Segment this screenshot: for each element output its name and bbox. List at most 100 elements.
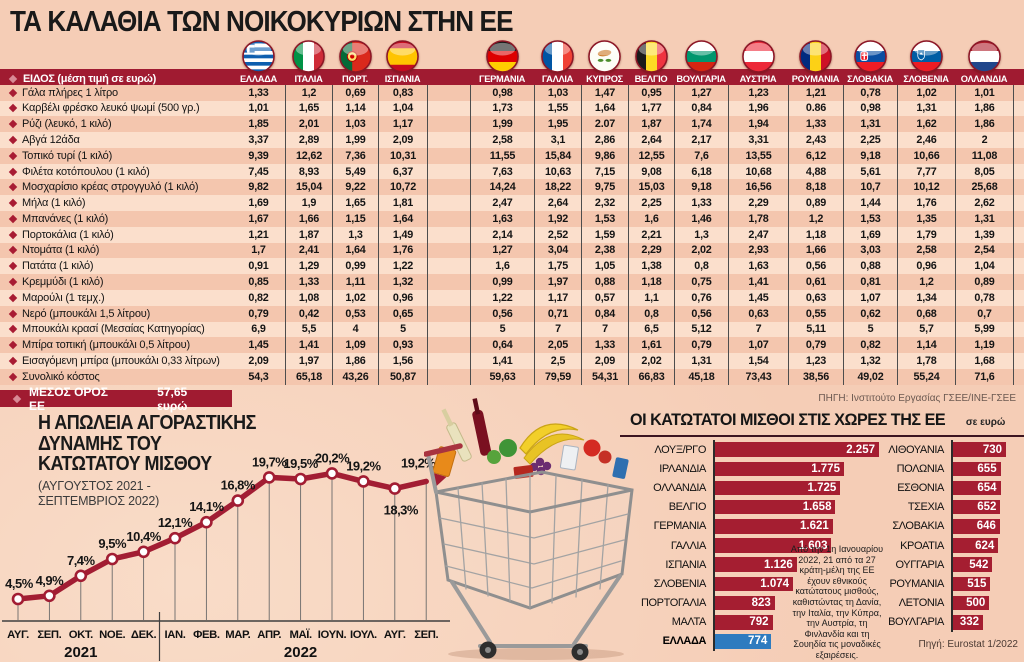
price-cell: 1,05 xyxy=(581,258,628,275)
product-name: Μπίρα τοπική (μπουκάλι 0,5 λίτρου) xyxy=(22,339,190,352)
flag-fr-icon xyxy=(541,40,574,73)
price-cell: 10,31 xyxy=(378,147,427,164)
spacer-cell xyxy=(427,242,470,259)
country-label: ΕΛΛΑΔΑ xyxy=(662,635,707,648)
product-label: Πατάτα (1 κιλό) xyxy=(0,258,232,275)
price-cell: 1,97 xyxy=(534,274,581,290)
price-cell: 2,46 xyxy=(897,132,955,148)
price-cell: 1,41 xyxy=(728,274,788,290)
price-cell: 1,32 xyxy=(843,353,897,369)
price-cell: 6,9 xyxy=(232,321,285,338)
x-tick-label: ΟΚΤ. xyxy=(69,629,93,641)
bar-chart-note: Από την 1η Ιανουαρίου 2022, 21 από τα 27… xyxy=(790,544,884,660)
price-cell: 9,08 xyxy=(628,163,674,180)
price-cell: 1,99 xyxy=(470,116,534,133)
price-cell: 2,64 xyxy=(534,195,581,212)
price-cell: 3,04 xyxy=(534,242,581,259)
data-point xyxy=(388,482,402,495)
price-cell: 0,56 xyxy=(674,305,728,322)
price-cell: 1,33 xyxy=(788,116,843,133)
price-cell: 1,2 xyxy=(897,274,955,290)
price-cell: 5,99 xyxy=(955,321,1013,338)
price-cell: 1,27 xyxy=(470,242,534,259)
spacer-cell xyxy=(427,163,470,180)
data-point xyxy=(294,472,307,486)
product-name: Μπανάνες (1 κιλό) xyxy=(22,212,109,225)
bar-track: 1.074 xyxy=(713,574,878,594)
price-cell: 1,77 xyxy=(628,100,674,117)
wage-bar-row: ΡΟΥΜΑΝΙΑ 515 xyxy=(864,574,1024,594)
price-cell: 2,02 xyxy=(628,353,674,369)
price-cell: 1,78 xyxy=(728,211,788,227)
price-cell: 8,05 xyxy=(955,163,1013,180)
price-cell: 1,63 xyxy=(728,258,788,275)
price-cell: 1,27 xyxy=(674,84,728,101)
price-cell: 0,64 xyxy=(470,337,534,354)
product-name: Πορτοκάλια (1 κιλό) xyxy=(22,228,114,241)
spacer-cell xyxy=(427,116,470,133)
country-label: ΛΕΤΟΝΙΑ xyxy=(898,597,945,610)
filler-cell xyxy=(1013,226,1024,243)
diamond-icon xyxy=(8,183,18,192)
price-cell: 11,08 xyxy=(955,147,1013,164)
price-cell: 2,47 xyxy=(728,226,788,243)
price-cell: 45,18 xyxy=(674,368,728,385)
bar-track: 646 xyxy=(951,516,1024,536)
price-cell: 1,03 xyxy=(332,116,378,133)
price-cell: 1,07 xyxy=(728,337,788,354)
product-name: Νερό (μπουκάλι 1,5 λίτρου) xyxy=(22,307,151,320)
country-label: ΤΣΕΧΙΑ xyxy=(907,501,945,514)
wage-bar-row: ΛΕΤΟΝΙΑ 500 xyxy=(864,593,1024,613)
x-tick-label: ΑΥΓ. xyxy=(384,629,406,641)
product-label: Φιλέτα κοτόπουλου (1 κιλό) xyxy=(0,163,232,180)
product-name: Μήλα (1 κιλό) xyxy=(22,197,86,210)
filler-cell xyxy=(1013,100,1024,117)
price-cell: 5,61 xyxy=(843,163,897,180)
wage-bar: 542 xyxy=(953,557,993,572)
product-label: Εισαγόμενη μπίρα (μπουκάλι 0,33 λίτρων) xyxy=(0,353,232,369)
spacer-cell xyxy=(427,211,470,227)
price-cell: 10,63 xyxy=(534,163,581,180)
price-cell: 0,65 xyxy=(378,305,427,322)
value-label: 19,7% xyxy=(252,454,287,469)
price-cell: 9,39 xyxy=(232,147,285,164)
price-cell: 7,45 xyxy=(232,163,285,180)
year-label: 2022 xyxy=(284,644,317,661)
diamond-icon xyxy=(12,394,22,403)
price-cell: 0,63 xyxy=(788,289,843,306)
product-label: Μοσχαρίσιο κρέας στρογγυλό (1 κιλό) xyxy=(0,179,232,196)
product-name: Τοπικό τυρί (1 κιλό) xyxy=(22,149,113,162)
table-header-bg: ΒΟΥΛΓΑΡΙΑ xyxy=(674,69,728,89)
country-label: ΡΟΥΜΑΝΙΑ xyxy=(889,577,944,590)
price-cell: 1,67 xyxy=(232,211,285,227)
price-cell: 2,52 xyxy=(534,226,581,243)
price-cell: 4,88 xyxy=(788,163,843,180)
wage-bar-row: ΜΑΛΤΑ 792 xyxy=(620,612,878,632)
price-cell: 66,83 xyxy=(628,368,674,385)
table-header-fr: ΓΑΛΛΙΑ xyxy=(534,69,581,89)
price-cell: 49,02 xyxy=(843,368,897,385)
country-label: ΓΑΛΛΙΑ xyxy=(670,539,706,552)
spacer-cell xyxy=(427,195,470,212)
spacer-cell xyxy=(427,368,470,385)
minimum-wages-chart: ΟΙ ΚΑΤΩΤΑΤΟΙ ΜΙΣΘΟΙ ΣΤΙΣ ΧΩΡΕΣ ΤΗΣ ΕΕ σε … xyxy=(620,408,1024,662)
price-cell: 1,41 xyxy=(470,353,534,369)
price-cell: 1,87 xyxy=(628,116,674,133)
price-cell: 1,23 xyxy=(788,353,843,369)
price-cell: 0,8 xyxy=(674,258,728,275)
country-label: ΣΛΟΒΑΚΙΑ xyxy=(892,520,944,533)
table-header-species: ΕΙΔΟΣ (μέση τιμή σε ευρώ) xyxy=(0,69,232,89)
price-cell: 1,99 xyxy=(332,132,378,148)
country-label: ΚΡΟΑΤΙΑ xyxy=(900,539,944,552)
price-cell: 2,93 xyxy=(728,242,788,259)
price-cell: 1,1 xyxy=(628,289,674,306)
wage-bar-row: ΛΙΘΟΥΑΝΙΑ 730 xyxy=(864,440,1024,460)
x-tick-label: ΙΟΥΝ. xyxy=(318,629,347,641)
price-cell: 10,12 xyxy=(897,179,955,196)
country-label: ΠΟΛΩΝΙΑ xyxy=(896,462,945,475)
spacer-cell xyxy=(427,100,470,117)
price-cell: 0,62 xyxy=(843,305,897,322)
data-point xyxy=(357,475,370,488)
price-cell: 9,82 xyxy=(232,179,285,196)
price-cell: 12,55 xyxy=(628,147,674,164)
